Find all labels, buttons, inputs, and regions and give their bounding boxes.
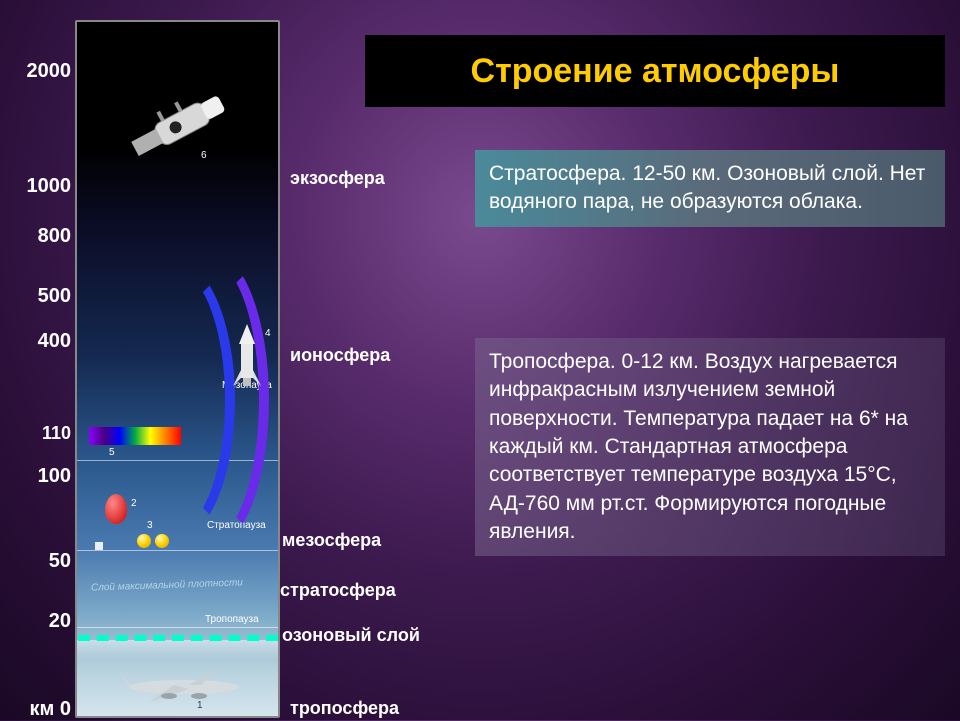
yellow-dot-1 — [137, 534, 151, 548]
balloon-icon — [105, 494, 127, 524]
small-square — [95, 542, 103, 550]
aircraft-num: 1 — [197, 700, 203, 711]
troposphere-info: Тропосфера. 0-12 км. Воздух нагревается … — [475, 338, 945, 556]
layer-mesosphere: мезосфера — [282, 530, 381, 551]
tick-50: 50 — [6, 550, 71, 573]
tropopause-label: Тропопауза — [205, 614, 259, 625]
tick-2000: 2000 — [6, 60, 71, 83]
aircraft-icon — [119, 662, 249, 712]
tick-400: 400 — [6, 330, 71, 353]
atmosphere-diagram: Мезопауза Стратопауза Тропопауза Слой ма… — [75, 20, 280, 718]
yellow-dot-2 — [155, 534, 169, 548]
rocket-num: 4 — [265, 328, 271, 339]
stratosphere-info: Стратосфера. 12-50 км. Озоновый слой. Не… — [475, 150, 945, 227]
tick-1000: 1000 — [6, 175, 71, 198]
page-title: Строение атмосферы — [471, 52, 840, 91]
spectrum-icon — [89, 427, 181, 445]
satellite-icon — [115, 77, 245, 177]
rocket-icon — [227, 322, 267, 397]
boundary-stratopause — [77, 550, 278, 551]
tick-20: 20 — [6, 610, 71, 633]
satellite-num: 6 — [201, 150, 207, 161]
tick-800: 800 — [6, 225, 71, 248]
layer-stratosphere: стратосфера — [280, 580, 396, 601]
tick-100: 100 — [6, 465, 71, 488]
arc-purple — [149, 250, 269, 550]
tick-0: км 0 — [6, 698, 71, 721]
layer-ozone: озоновый слой — [282, 625, 420, 646]
tick-110: 110 — [6, 423, 71, 444]
cloud-hint — [77, 640, 278, 660]
layer-ionosphere: ионосфера — [290, 345, 390, 366]
density-label: Слой максимальной плотности — [91, 577, 243, 593]
spectrum-num: 5 — [109, 447, 115, 458]
layer-troposphere: тропосфера — [290, 698, 399, 719]
tick-500: 500 — [6, 285, 71, 308]
yellow-dot-num: 3 — [147, 520, 153, 531]
layer-exosphere: экзосфера — [290, 168, 385, 189]
boundary-tropopause — [77, 627, 278, 628]
title-bar: Строение атмосферы — [365, 35, 945, 107]
balloon-num: 2 — [131, 498, 137, 509]
ozone-dashed-line — [78, 635, 278, 641]
